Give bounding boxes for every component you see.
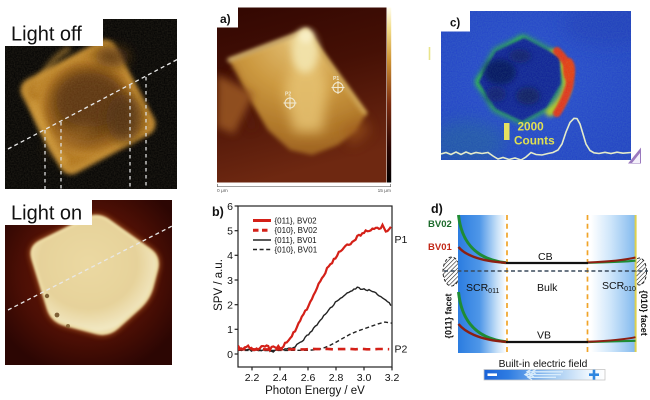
svg-text:2000: 2000 <box>518 120 545 134</box>
svg-text:P1: P1 <box>395 234 408 246</box>
svg-text:Light on: Light on <box>11 203 82 225</box>
svg-text:VB: VB <box>537 330 551 342</box>
svg-text:a): a) <box>220 12 231 26</box>
svg-text:2.4: 2.4 <box>273 372 288 384</box>
svg-text:BV02: BV02 <box>428 219 452 230</box>
svg-text:5: 5 <box>227 226 233 238</box>
svg-text:BV01: BV01 <box>428 242 452 253</box>
svg-text:Bulk: Bulk <box>537 282 558 294</box>
svg-text:0 μm: 0 μm <box>217 188 228 194</box>
svg-text:Light off: Light off <box>11 24 82 46</box>
svg-text:CB: CB <box>538 251 553 263</box>
svg-text:{010}, BV02: {010}, BV02 <box>275 226 318 235</box>
svg-text:{011}, BV02: {011}, BV02 <box>275 216 318 225</box>
svg-text:Built-in electric field: Built-in electric field <box>499 359 588 370</box>
svg-text:2.2: 2.2 <box>245 372 260 384</box>
svg-text:SPV / a.u.: SPV / a.u. <box>213 259 225 311</box>
svg-text:{010}, BV01: {010}, BV01 <box>275 245 318 254</box>
svg-text:6: 6 <box>227 201 233 213</box>
svg-text:{010} facet: {010} facet <box>639 290 649 336</box>
svg-text:d): d) <box>431 202 443 216</box>
svg-text:2.8: 2.8 <box>329 372 344 384</box>
svg-text:b): b) <box>212 205 224 219</box>
svg-text:0: 0 <box>227 349 233 361</box>
svg-text:3: 3 <box>227 275 233 287</box>
svg-text:P2: P2 <box>285 92 291 98</box>
svg-text:4: 4 <box>227 250 233 262</box>
svg-text:c): c) <box>450 18 460 30</box>
svg-text:2: 2 <box>227 300 233 312</box>
svg-text:15 μm: 15 μm <box>378 188 391 194</box>
svg-text:P2: P2 <box>395 344 408 356</box>
svg-text:Photon Energy / eV: Photon Energy / eV <box>265 385 365 397</box>
svg-text:3.2: 3.2 <box>385 372 400 384</box>
svg-text:{011} facet: {011} facet <box>444 293 454 338</box>
svg-text:2.6: 2.6 <box>301 372 316 384</box>
svg-text:Counts: Counts <box>514 134 555 148</box>
svg-text:{011}, BV01: {011}, BV01 <box>275 236 318 245</box>
svg-text:P1: P1 <box>333 76 339 82</box>
svg-text:3.0: 3.0 <box>357 372 372 384</box>
svg-text:1: 1 <box>227 324 233 336</box>
